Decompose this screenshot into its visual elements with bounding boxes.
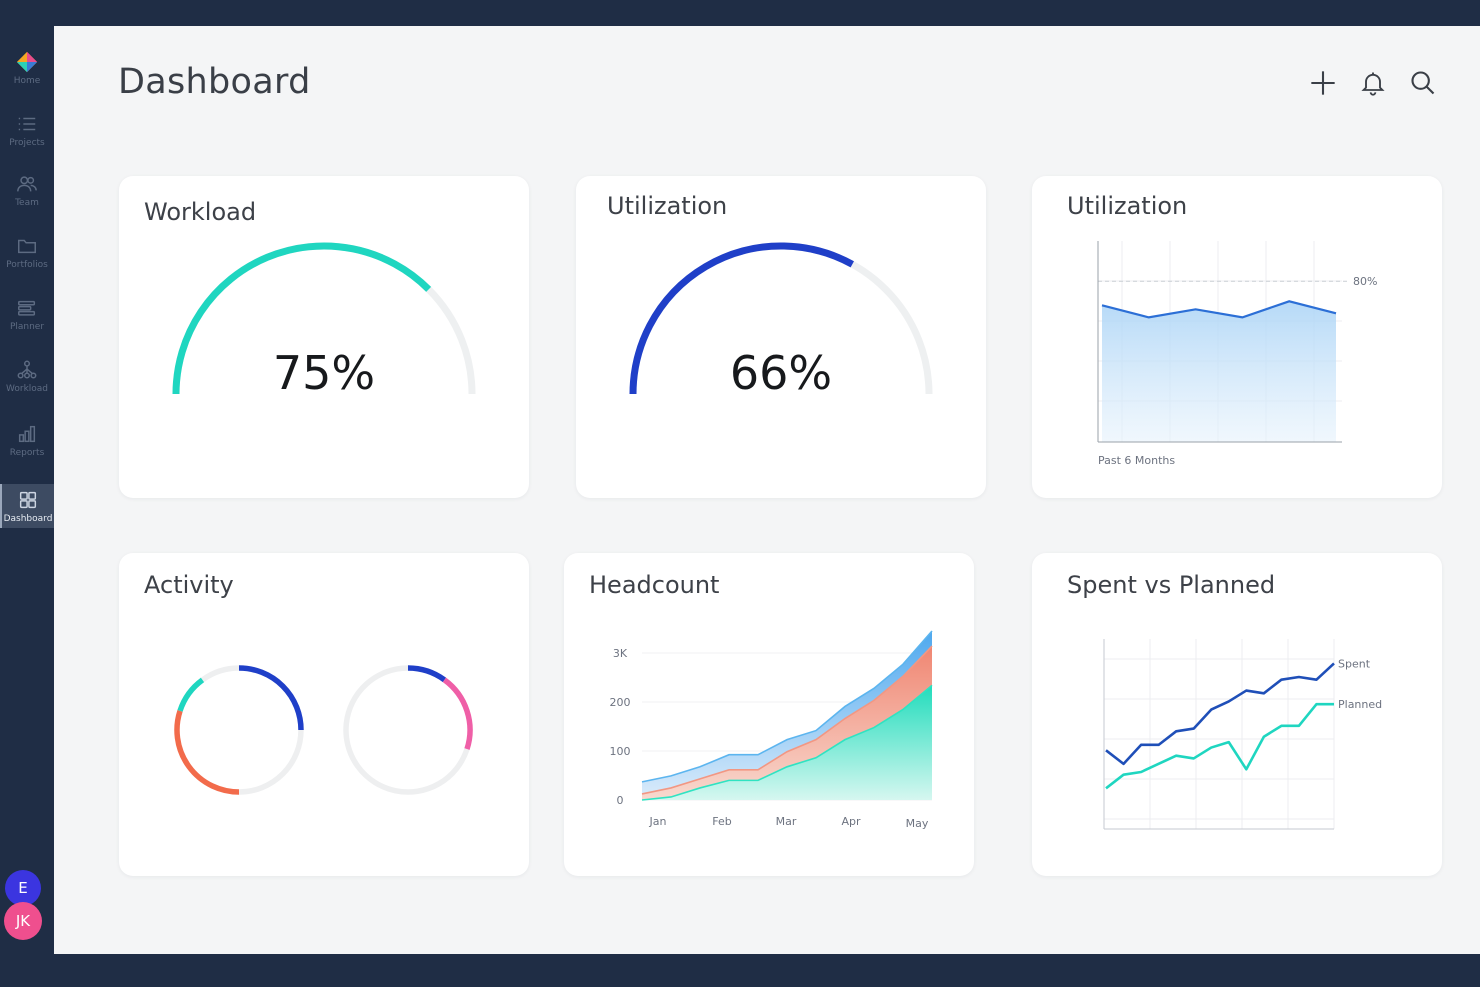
workload-card[interactable]: Workload 75%	[119, 176, 529, 498]
sidebar-item-label: Home	[13, 75, 41, 86]
sidebar-item-label: Workload	[5, 383, 49, 394]
x-tick-label: Mar	[776, 815, 797, 828]
logo-icon	[16, 51, 38, 72]
utilization-trend-chart: 80% Past 6 Months	[1097, 241, 1377, 467]
sidebar-item-label: Dashboard	[3, 513, 53, 524]
gauge-value	[629, 242, 854, 395]
area-fill	[1102, 301, 1336, 442]
legend-label: Spent	[1338, 657, 1371, 670]
list-icon	[18, 117, 36, 130]
utilization-gauge-card[interactable]: Utilization 66%	[576, 176, 986, 498]
folder-icon	[18, 239, 36, 253]
legend-label: Planned	[1338, 698, 1382, 711]
sidebar-item-team[interactable]: Team	[0, 162, 54, 218]
dashboard-icon	[19, 491, 37, 508]
sidebar-item-label: Projects	[9, 137, 45, 148]
add-icon	[1311, 71, 1335, 95]
workload-icon	[17, 360, 37, 379]
sidebar: Home Projects Team Portfolios Planner Wo…	[0, 0, 54, 954]
donut-slice	[238, 729, 304, 795]
search-button[interactable]	[1408, 66, 1438, 100]
series-line	[641, 645, 933, 795]
notifications-button[interactable]	[1358, 66, 1388, 100]
sidebar-item-label: Reports	[9, 447, 45, 458]
card-title: Utilization	[607, 192, 728, 220]
donut-slice	[238, 665, 304, 731]
spent-vs-planned-chart: Spent Planned	[1103, 639, 1382, 830]
sidebar-item-dashboard[interactable]: Dashboard	[0, 484, 54, 528]
sidebar-item-label: Portfolios	[6, 259, 48, 270]
main-content: Dashboard Workload 75% Utilization	[54, 26, 1480, 954]
headcount-card[interactable]: Headcount 0 100 200 3K Jan Feb Mar Apr May	[564, 553, 974, 876]
header-actions	[1308, 66, 1438, 100]
x-tick-label: Jan	[649, 815, 667, 828]
donut-slice	[174, 709, 240, 795]
utilization-gauge	[629, 242, 933, 395]
search-icon	[1411, 71, 1435, 95]
headcount-chart: 0 100 200 3K Jan Feb Mar Apr May	[610, 630, 933, 830]
area-series	[642, 685, 932, 800]
planner-icon	[18, 300, 36, 316]
x-tick-label: Apr	[841, 815, 861, 828]
x-axis-label: Past 6 Months	[1098, 454, 1175, 467]
series-line	[641, 684, 933, 801]
donut-slice	[200, 665, 240, 683]
reference-label: 80%	[1353, 275, 1377, 288]
y-tick-label: 200	[610, 696, 631, 709]
gauge-value-text: 66%	[729, 346, 833, 400]
x-tick-label: May	[906, 817, 929, 830]
series-line	[1105, 702, 1334, 790]
y-tick-label: 3K	[613, 647, 628, 660]
add-button[interactable]	[1308, 66, 1338, 100]
sidebar-item-home[interactable]: Home	[0, 40, 54, 96]
workload-gauge	[172, 242, 476, 395]
page-title: Dashboard	[118, 62, 311, 102]
sidebar-item-projects[interactable]: Projects	[0, 102, 54, 158]
sidebar-item-portfolios[interactable]: Portfolios	[0, 224, 54, 280]
series-line	[1105, 662, 1335, 766]
card-title: Workload	[144, 198, 257, 226]
card-title: Utilization	[1067, 192, 1188, 220]
spent-vs-planned-card[interactable]: Spent vs Planned Spent Planned	[1032, 553, 1442, 876]
bell-icon	[1361, 72, 1385, 96]
y-tick-label: 0	[617, 794, 624, 807]
series-line	[641, 630, 933, 783]
donut-slice	[343, 665, 470, 795]
card-title: Headcount	[589, 571, 720, 599]
gauge-value-text: 75%	[272, 346, 376, 400]
team-icon	[17, 175, 37, 191]
activity-chart	[174, 665, 473, 795]
donut-slice	[407, 665, 447, 683]
gauge-value	[172, 242, 432, 395]
donut-slice	[177, 677, 205, 712]
avatar[interactable]: JK	[4, 902, 42, 940]
sidebar-item-planner[interactable]: Planner	[0, 286, 54, 342]
sidebar-item-label: Planner	[9, 321, 45, 332]
series-line	[1101, 300, 1337, 319]
card-title: Spent vs Planned	[1067, 571, 1276, 599]
avatar[interactable]: E	[5, 870, 41, 906]
x-tick-label: Feb	[712, 815, 731, 828]
utilization-trend-card[interactable]: Utilization 80% Past 6 Months	[1032, 176, 1442, 498]
card-title: Activity	[144, 571, 234, 599]
activity-card[interactable]: Activity	[119, 553, 529, 876]
sidebar-item-workload[interactable]: Workload	[0, 348, 54, 404]
reports-icon	[18, 425, 36, 442]
sidebar-item-label: Team	[15, 197, 39, 208]
y-tick-label: 100	[610, 745, 631, 758]
sidebar-item-reports[interactable]: Reports	[0, 412, 54, 468]
donut-slice	[442, 677, 473, 751]
